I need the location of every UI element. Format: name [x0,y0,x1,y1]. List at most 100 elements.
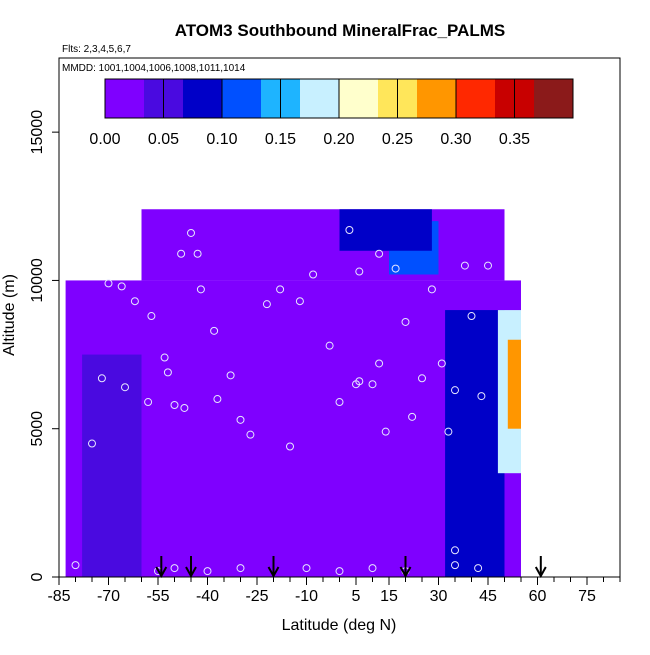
sample-point [210,326,219,335]
sample-point [180,403,189,412]
chart-title: ATOM3 Southbound MineralFrac_PALMS [175,21,506,40]
x-tick-label: 45 [479,588,497,605]
colorbar-tick-label: 0.30 [440,131,471,148]
sample-point [170,564,179,573]
sample-point [437,359,446,368]
field-cell [507,339,521,429]
sample-point [286,442,294,451]
sample-point [187,228,195,237]
sample-point [368,380,377,389]
x-tick-label: -85 [47,588,70,605]
sample-point [335,567,344,576]
sample-point [177,249,186,258]
sample-point [193,249,202,258]
y-tick-label: 5000 [29,411,46,447]
x-tick-label: 5 [352,588,361,605]
colorbar-segment [456,79,496,118]
arrow-head [185,566,197,579]
sample-point [163,368,172,377]
sample-point [355,267,364,276]
sample-point [391,264,400,273]
sample-markers [71,226,492,576]
sample-point [213,395,222,404]
arrow-marker [185,556,197,579]
sample-point [170,400,179,409]
heatmap-field [65,209,521,577]
field-cell [339,209,432,251]
sample-point [203,567,212,576]
arrow-marker [399,556,412,579]
arrow-marker [534,556,547,579]
x-tick-label: 75 [578,588,596,605]
sample-point [104,279,113,288]
sample-point [196,285,205,294]
x-tick-label: -25 [245,588,268,605]
arrow-head [534,566,547,579]
sample-point [121,383,129,392]
sample-point [401,317,410,326]
sample-point [418,374,426,383]
colorbar-segment [105,79,145,118]
colorbar-segment [534,79,574,118]
x-tick-label: 15 [380,588,398,605]
colorbar: 0.00 0.05 0.10 0.15 0.20 0.25 0.30 0.35 [89,78,574,148]
x-axis-label: Latitude (deg N) [282,617,397,634]
y-tick-label: 10000 [29,258,46,303]
dates-label: MMDD: 1001,1004,1006,1008,1011,1014 [62,63,246,74]
sample-point [302,564,311,573]
sample-point [309,270,318,279]
sample-point [325,341,334,350]
arrow-head [399,566,412,579]
colorbar-tick-label: 0.15 [265,131,296,148]
x-tick-label: -55 [146,588,169,605]
sample-point [451,386,459,395]
sample-point [375,249,384,258]
x-tick-label: -70 [97,588,120,605]
x-tick-label: -40 [196,588,219,605]
sample-point [144,398,153,407]
sample-point [97,374,106,383]
arrow-head [155,566,168,579]
sample-point [295,297,304,306]
x-tick-label: -10 [295,588,318,605]
sample-point [368,564,377,573]
colorbar-segment [300,79,340,118]
sample-point [381,427,390,436]
y-tick-label: 15000 [29,110,46,155]
y-axis: 0 5000 10000 15000 [29,110,59,581]
sample-point [246,430,255,439]
colorbar-tick-label: 0.35 [499,131,530,148]
sample-point [451,561,459,570]
field-cell [445,310,505,577]
sample-point [474,564,483,573]
sample-point [226,371,235,380]
sample-point [451,546,459,555]
colorbar-segment [183,79,223,118]
sample-point [117,282,126,291]
colorbar-tick-label: 0.10 [206,131,237,148]
profile-arrows [155,556,547,579]
sample-point [427,285,436,294]
sample-point [88,439,96,448]
sample-point [160,353,169,362]
x-axis: -85 -70 -55 -40 -25 -10 5 15 30 45 60 75 [47,577,621,605]
sample-point [276,285,285,294]
arrow-marker [155,556,168,579]
flights-label: Flts: 2,3,4,5,6,7 [62,44,131,55]
arrow-marker [267,556,280,579]
colorbar-tick-label: 0.20 [323,131,354,148]
colorbar-segment [339,79,379,118]
sample-point [355,377,364,386]
colorbar-tick-label: 0.00 [89,131,120,148]
sample-point [335,398,344,407]
sample-point [408,412,417,421]
sample-point [345,226,354,235]
x-tick-label: 30 [430,588,448,605]
field-cell [141,209,505,281]
sample-point [262,300,271,309]
colorbar-segment [222,79,262,118]
sample-point [467,312,476,321]
colorbar-tick-label: 0.25 [382,131,413,148]
arrow-head [267,566,280,579]
